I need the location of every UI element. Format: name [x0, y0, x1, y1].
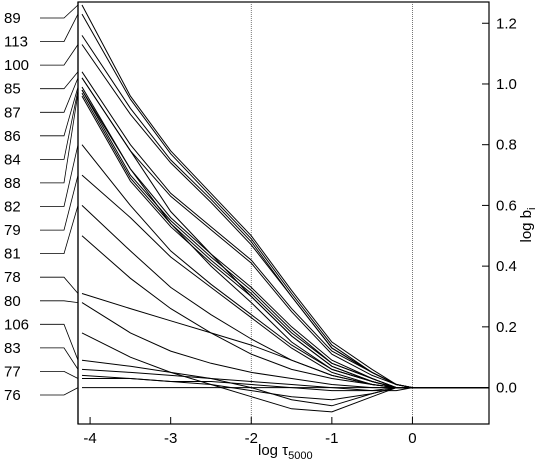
reference-lines — [250, 2, 413, 424]
level-label: 83 — [4, 340, 21, 357]
series-line — [81, 86, 489, 389]
y-tick-label: 0.6 — [496, 197, 517, 214]
level-label: 78 — [4, 269, 21, 286]
label-leader — [40, 144, 79, 207]
y-tick-label: 0.2 — [496, 319, 517, 336]
series-line — [81, 235, 489, 389]
level-label: 85 — [4, 81, 21, 98]
label-leader — [40, 323, 79, 361]
level-label: 100 — [4, 57, 29, 74]
series-line — [81, 205, 489, 389]
label-leader — [40, 86, 79, 137]
level-label: 86 — [4, 128, 21, 145]
label-leader — [40, 4, 79, 19]
level-label: 84 — [4, 151, 21, 168]
level-label: 82 — [4, 199, 21, 216]
x-tick-label: -4 — [83, 430, 96, 447]
level-label: 81 — [4, 246, 21, 263]
y-tick-label: 1.2 — [496, 15, 517, 32]
y-tick-label: 0.4 — [496, 258, 517, 275]
y-tick-label: 1.0 — [496, 76, 517, 93]
label-leader — [40, 89, 79, 160]
level-label: 89 — [4, 10, 21, 27]
y-axis-title: log bi — [518, 208, 538, 243]
label-leader — [40, 300, 79, 303]
series-line — [81, 332, 489, 413]
y-tick-label: 0.8 — [496, 137, 517, 154]
label-leader — [40, 371, 79, 379]
series-line — [81, 144, 489, 389]
label-leaders — [40, 4, 79, 396]
x-tick-label: 0 — [408, 430, 416, 447]
label-leader — [40, 175, 79, 231]
label-leader — [40, 71, 79, 90]
series-line — [81, 35, 489, 389]
label-leader — [40, 77, 79, 113]
x-axis-title: log τ5000 — [258, 442, 313, 462]
label-leader — [40, 347, 79, 370]
level-label: 80 — [4, 293, 21, 310]
x-tick-label: -3 — [164, 430, 177, 447]
level-label: 106 — [4, 316, 29, 333]
label-leader — [40, 276, 79, 294]
label-leader — [40, 93, 79, 184]
series-line — [81, 13, 489, 389]
level-label: 76 — [4, 387, 21, 404]
ticks: -4 -3 -2 -1 0 1.2 1.0 0.8 0.6 0.4 0.2 0.0 — [83, 15, 516, 447]
label-leader — [40, 387, 79, 396]
label-leader — [40, 13, 79, 42]
label-leader — [40, 205, 79, 254]
series-lines — [81, 4, 489, 413]
y-tick-label: 0.0 — [496, 380, 517, 397]
x-tick-label: -1 — [325, 430, 338, 447]
level-label: 113 — [4, 34, 28, 51]
level-label: 88 — [4, 175, 21, 192]
x-tick-label: -2 — [245, 430, 258, 447]
level-label: 79 — [4, 222, 21, 239]
level-labels: 89 113 100 85 87 86 84 88 82 79 81 78 80 106 83 77 76 — [4, 10, 29, 404]
series-line — [81, 302, 489, 389]
level-label: 77 — [4, 363, 21, 380]
series-line — [82, 378, 489, 392]
label-leader — [40, 44, 79, 66]
level-label: 87 — [4, 104, 21, 121]
